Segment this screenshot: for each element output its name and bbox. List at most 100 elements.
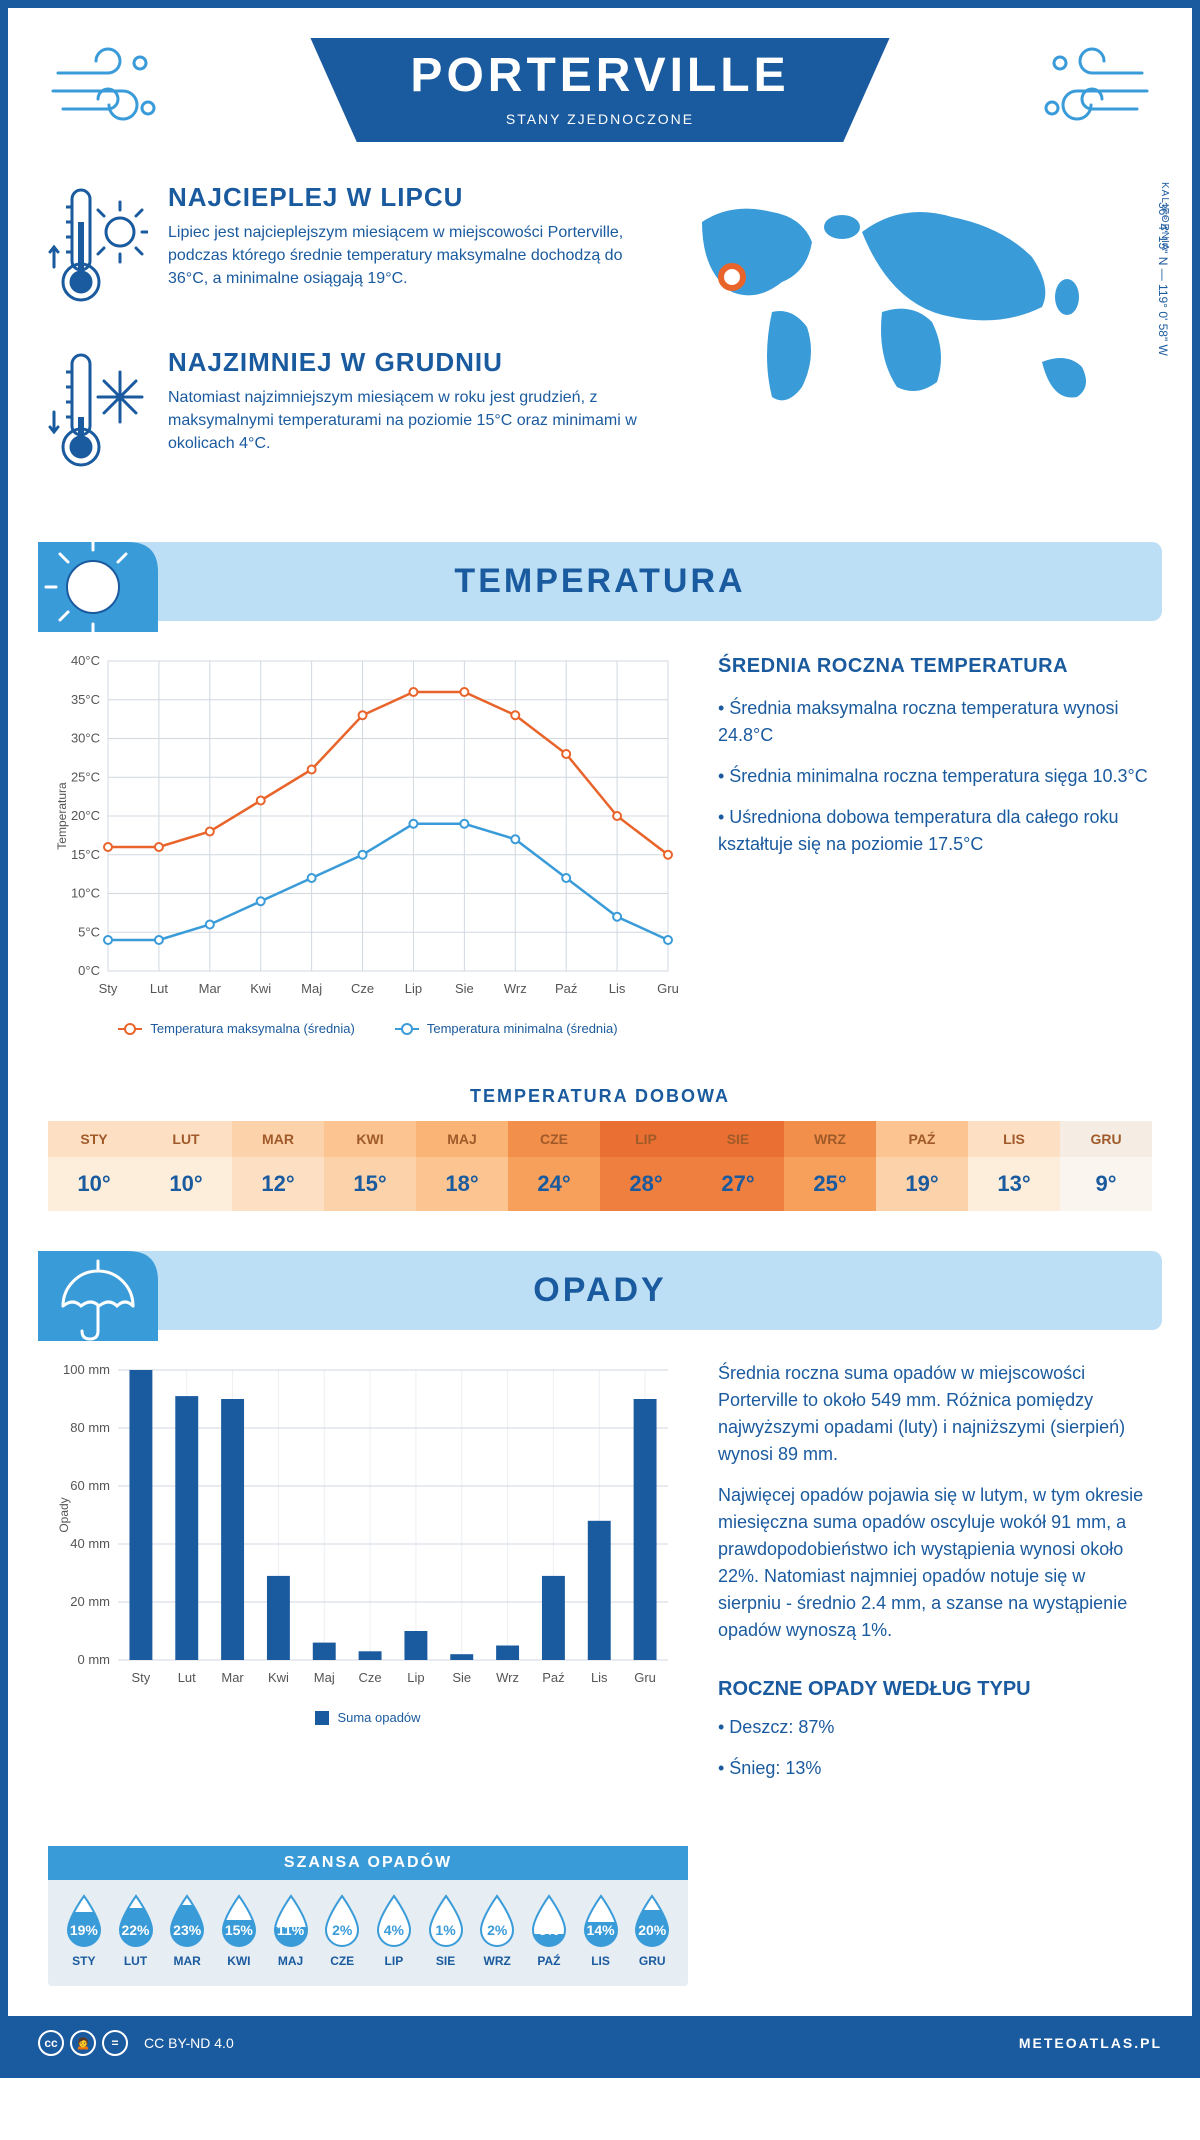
- table-col: MAR 12°: [232, 1121, 324, 1211]
- svg-text:Kwi: Kwi: [268, 1670, 289, 1685]
- svg-text:100 mm: 100 mm: [63, 1362, 110, 1377]
- svg-text:Lis: Lis: [591, 1670, 608, 1685]
- svg-text:Cze: Cze: [359, 1670, 382, 1685]
- svg-text:Kwi: Kwi: [250, 981, 271, 996]
- table-col: STY 10°: [48, 1121, 140, 1211]
- precip-type-title: ROCZNE OPADY WEDŁUG TYPU: [718, 1674, 1152, 1704]
- fact-hot-text: Lipiec jest najcieplejszym miesiącem w m…: [168, 221, 642, 291]
- svg-text:Lis: Lis: [609, 981, 626, 996]
- table-col: GRU 9°: [1060, 1121, 1152, 1211]
- precip-snow: • Śnieg: 13%: [718, 1755, 1152, 1782]
- table-col: KWI 15°: [324, 1121, 416, 1211]
- svg-text:Maj: Maj: [301, 981, 322, 996]
- nd-icon: =: [102, 2030, 128, 2056]
- thermometer-hot-icon: [48, 182, 148, 317]
- fact-cold-text: Natomiast najzimniejszym miesiącem w rok…: [168, 386, 642, 456]
- temperature-summary: ŚREDNIA ROCZNA TEMPERATURA • Średnia mak…: [718, 651, 1152, 1036]
- svg-text:Sie: Sie: [455, 981, 474, 996]
- location-marker: [721, 266, 743, 288]
- section-precipitation: OPADY: [38, 1251, 1162, 1330]
- svg-text:30°C: 30°C: [71, 731, 100, 746]
- thermometer-cold-icon: [48, 347, 148, 482]
- svg-text:Sie: Sie: [452, 1670, 471, 1685]
- svg-text:10°C: 10°C: [71, 886, 100, 901]
- svg-text:Lip: Lip: [405, 981, 422, 996]
- footer: cc 🙍 = CC BY-ND 4.0 METEOATLAS.PL: [8, 2016, 1192, 2070]
- fact-cold-title: NAJZIMNIEJ W GRUDNIU: [168, 347, 642, 378]
- umbrella-icon: [38, 1251, 158, 1346]
- drop-item: 2% WRZ: [471, 1894, 523, 1968]
- table-col: LIP 28°: [600, 1121, 692, 1211]
- drop-item: 8% PAŹ: [523, 1894, 575, 1968]
- precipitation-summary: Średnia roczna suma opadów w miejscowośc…: [718, 1360, 1152, 1796]
- svg-text:Maj: Maj: [314, 1670, 335, 1685]
- svg-text:35°C: 35°C: [71, 692, 100, 707]
- table-col: MAJ 18°: [416, 1121, 508, 1211]
- section-temperature: TEMPERATURA: [38, 542, 1162, 621]
- svg-text:Opady: Opady: [57, 1497, 71, 1532]
- summary-title: ŚREDNIA ROCZNA TEMPERATURA: [718, 651, 1152, 681]
- precipitation-bar-chart: 0 mm20 mm40 mm60 mm80 mm100 mmStyLutMarK…: [48, 1360, 688, 1796]
- sun-icon: [38, 542, 158, 637]
- legend-max: .legend-item:nth-child(1) .legend-sw::af…: [118, 1021, 354, 1036]
- coordinates: 36° 4' 15" N — 119° 0' 58" W: [1156, 202, 1170, 356]
- drop-item: 14% LIS: [575, 1894, 627, 1968]
- svg-text:Gru: Gru: [657, 981, 679, 996]
- svg-text:Cze: Cze: [351, 981, 374, 996]
- drop-item: 2% CZE: [316, 1894, 368, 1968]
- title-banner: PORTERVILLE STANY ZJEDNOCZONE: [310, 38, 889, 142]
- svg-text:25°C: 25°C: [71, 769, 100, 784]
- summary-paragraph: Najwięcej opadów pojawia się w lutym, w …: [718, 1482, 1152, 1644]
- table-col: CZE 24°: [508, 1121, 600, 1211]
- svg-text:Temperatura: Temperatura: [55, 782, 69, 850]
- world-map: KALIFORNIA 36° 4' 15" N — 119° 0' 58" W: [672, 182, 1152, 512]
- drop-item: 19% STY: [58, 1894, 110, 1968]
- svg-text:5°C: 5°C: [78, 924, 100, 939]
- svg-text:80 mm: 80 mm: [70, 1420, 110, 1435]
- drop-item: 15% KWI: [213, 1894, 265, 1968]
- daily-temp-table: STY 10° LUT 10° MAR 12° KWI 15° MAJ 18° …: [48, 1121, 1152, 1211]
- legend-precip: Suma opadów: [315, 1710, 420, 1725]
- svg-text:40°C: 40°C: [71, 653, 100, 668]
- legend-min: .legend-item:nth-child(2) .legend-sw::af…: [395, 1021, 618, 1036]
- svg-text:Lut: Lut: [178, 1670, 196, 1685]
- summary-bullet: • Uśredniona dobowa temperatura dla całe…: [718, 804, 1152, 858]
- drop-item: 20% GRU: [626, 1894, 678, 1968]
- svg-text:0 mm: 0 mm: [78, 1652, 111, 1667]
- wind-icon: [1032, 43, 1152, 138]
- svg-text:Mar: Mar: [199, 981, 222, 996]
- section-title: OPADY: [38, 1271, 1162, 1310]
- fact-hot-title: NAJCIEPLEJ W LIPCU: [168, 182, 642, 213]
- svg-text:Sty: Sty: [132, 1670, 151, 1685]
- drop-item: 22% LUT: [110, 1894, 162, 1968]
- svg-text:Gru: Gru: [634, 1670, 656, 1685]
- svg-text:Paź: Paź: [542, 1670, 564, 1685]
- svg-text:20°C: 20°C: [71, 808, 100, 823]
- section-title: TEMPERATURA: [38, 562, 1162, 601]
- drop-item: 23% MAR: [161, 1894, 213, 1968]
- svg-text:Sty: Sty: [99, 981, 118, 996]
- summary-bullet: • Średnia maksymalna roczna temperatura …: [718, 695, 1152, 749]
- drop-item: 1% SIE: [420, 1894, 472, 1968]
- wind-icon: [48, 43, 168, 138]
- svg-text:Lut: Lut: [150, 981, 168, 996]
- drops-title: SZANSA OPADÓW: [48, 1846, 688, 1880]
- svg-text:Wrz: Wrz: [504, 981, 527, 996]
- header: PORTERVILLE STANY ZJEDNOCZONE: [8, 8, 1192, 182]
- svg-text:0°C: 0°C: [78, 963, 100, 978]
- cc-icon: cc: [38, 2030, 64, 2056]
- table-col: SIE 27°: [692, 1121, 784, 1211]
- city-name: PORTERVILLE: [410, 48, 789, 103]
- table-col: LUT 10°: [140, 1121, 232, 1211]
- svg-text:60 mm: 60 mm: [70, 1478, 110, 1493]
- site-name: METEOATLAS.PL: [1019, 2035, 1162, 2051]
- drop-item: 4% LIP: [368, 1894, 420, 1968]
- summary-paragraph: Średnia roczna suma opadów w miejscowośc…: [718, 1360, 1152, 1468]
- svg-text:20 mm: 20 mm: [70, 1594, 110, 1609]
- svg-text:40 mm: 40 mm: [70, 1536, 110, 1551]
- svg-text:Lip: Lip: [407, 1670, 424, 1685]
- country: STANY ZJEDNOCZONE: [410, 111, 789, 127]
- summary-bullet: • Średnia minimalna roczna temperatura s…: [718, 763, 1152, 790]
- fact-hottest: NAJCIEPLEJ W LIPCU Lipiec jest najcieple…: [48, 182, 642, 317]
- svg-text:15°C: 15°C: [71, 847, 100, 862]
